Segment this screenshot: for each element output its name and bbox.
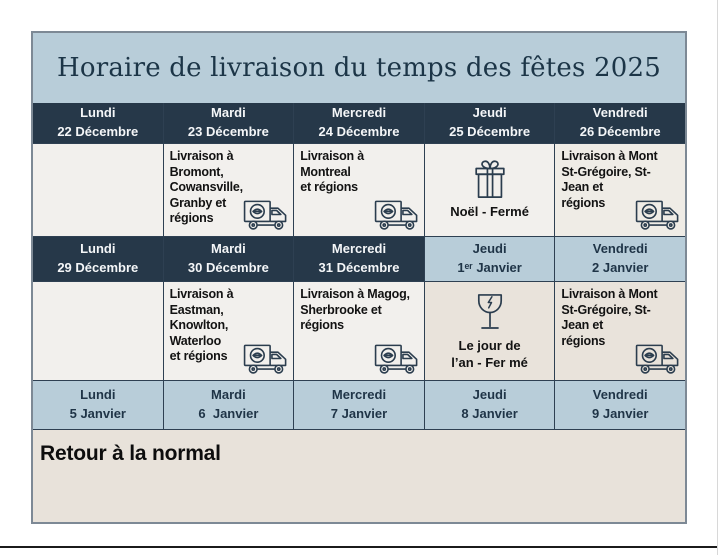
holiday-cell-jour-de-lan: Le jour de l’an - Fer mé <box>424 282 555 380</box>
day-header-tue-dec23: Mardi 23 Décembre <box>163 103 294 143</box>
day-header-thu-jan1: Jeudi 1ᵉʳ Janvier <box>424 237 555 281</box>
date-label: 30 Décembre <box>187 260 269 275</box>
date-label: 5 Janvier <box>69 406 126 421</box>
day-label: Lundi <box>80 387 116 403</box>
holiday-cell-noel: Noël - Fermé <box>424 144 555 236</box>
delivery-schedule-board: Horaire de livraison du temps des fêtes … <box>31 31 687 524</box>
day-label: Mercredi <box>331 387 387 403</box>
day-label: Jeudi <box>472 387 507 403</box>
day-header-mon-dec22: Lundi 22 Décembre <box>33 103 163 143</box>
cell-text: Noël - Fermé <box>450 204 529 220</box>
date-label: 1ᵉʳ Janvier <box>457 260 522 275</box>
day-header-wed-dec31: Mercredi 31 Décembre <box>294 237 424 281</box>
day-label: Mercredi <box>331 105 387 121</box>
page-title: Horaire de livraison du temps des fêtes … <box>57 53 661 83</box>
delivery-cell-mont-st-gregoire-2: Livraison à Mont St-Grégoire, St- Jean e… <box>555 282 685 380</box>
delivery-cell-montreal: Livraison à Montreal et régions <box>294 144 424 236</box>
day-label: Jeudi <box>472 241 507 257</box>
delivery-cell-eastman: Livraison à Eastman, Knowlton, Waterloo … <box>163 282 294 380</box>
bottom-divider-line <box>0 546 718 548</box>
date-label: 29 Décembre <box>57 260 139 275</box>
delivery-truck-icon <box>374 344 418 374</box>
day-header-fri-jan9: Vendredi 9 Janvier <box>555 381 685 429</box>
date-label: 6 Janvier <box>198 406 259 421</box>
gift-icon <box>474 160 505 199</box>
date-label: 22 Décembre <box>57 124 139 139</box>
day-header-fri-jan2: Vendredi 2 Janvier <box>555 237 685 281</box>
cell-text: Livraison à Montreal et régions <box>300 149 364 194</box>
date-label: 2 Janvier <box>592 260 649 275</box>
cell-text: Livraison à Eastman, Knowlton, Waterloo … <box>169 287 234 363</box>
day-label: Mercredi <box>331 241 387 257</box>
delivery-truck-icon <box>374 200 418 230</box>
day-label: Mardi <box>211 241 246 257</box>
day-header-tue-jan6: Mardi 6 Janvier <box>163 381 294 429</box>
date-label: 7 Janvier <box>330 406 388 421</box>
day-header-mon-jan5: Lundi 5 Janvier <box>33 381 163 429</box>
date-label: 8 Janvier <box>461 406 518 421</box>
day-header-tue-dec30: Mardi 30 Décembre <box>163 237 294 281</box>
delivery-cell-bromont: Livraison à Bromont, Cowansville, Granby… <box>163 144 294 236</box>
day-header-mon-dec29: Lundi 29 Décembre <box>33 237 163 281</box>
cell-text: Livraison à Magog, Sherbrooke et régions <box>300 287 410 332</box>
date-label: 31 Décembre <box>318 260 400 275</box>
broken-glass-icon <box>477 294 502 330</box>
date-label: 26 Décembre <box>579 124 661 139</box>
date-label: 24 Décembre <box>318 124 400 139</box>
schedule-title-bar: Horaire de livraison du temps des fêtes … <box>33 33 685 103</box>
date-label: 9 Janvier <box>592 406 649 421</box>
day-header-wed-jan7: Mercredi 7 Janvier <box>294 381 424 429</box>
empty-cell <box>33 282 163 380</box>
day-label: Vendredi <box>592 387 648 403</box>
day-label: Vendredi <box>592 241 648 257</box>
cell-text: Livraison à Mont St-Grégoire, St- Jean e… <box>561 149 658 210</box>
day-label: Lundi <box>80 105 116 121</box>
day-header-fri-dec26: Vendredi 26 Décembre <box>555 103 685 143</box>
delivery-cell-mont-st-gregoire-1: Livraison à Mont St-Grégoire, St- Jean e… <box>555 144 685 236</box>
delivery-truck-icon <box>635 200 679 230</box>
cell-text: Livraison à Mont St-Grégoire, St- Jean e… <box>561 287 658 348</box>
delivery-truck-icon <box>635 344 679 374</box>
footer-section: Retour à la normal <box>33 429 685 522</box>
delivery-cell-magog: Livraison à Magog, Sherbrooke et régions <box>294 282 424 380</box>
back-to-normal-label: Retour à la normal <box>40 442 221 465</box>
cell-text: Le jour de l’an - Fer mé <box>451 338 528 370</box>
day-label: Mardi <box>211 105 246 121</box>
day-label: Mardi <box>211 387 246 403</box>
day-header-thu-dec25: Jeudi 25 Décembre <box>424 103 555 143</box>
date-label: 25 Décembre <box>449 124 531 139</box>
cell-text: Livraison à Bromont, Cowansville, Granby… <box>169 149 244 225</box>
day-label: Lundi <box>80 241 116 257</box>
day-label: Vendredi <box>592 105 648 121</box>
delivery-truck-icon <box>244 200 287 230</box>
date-label: 23 Décembre <box>187 124 269 139</box>
day-header-thu-jan8: Jeudi 8 Janvier <box>424 381 555 429</box>
day-label: Jeudi <box>472 105 507 121</box>
day-header-wed-dec24: Mercredi 24 Décembre <box>294 103 424 143</box>
delivery-truck-icon <box>244 344 287 374</box>
schedule-grid: Lundi 22 Décembre Mardi 23 Décembre Merc… <box>33 103 685 429</box>
empty-cell <box>33 144 163 236</box>
